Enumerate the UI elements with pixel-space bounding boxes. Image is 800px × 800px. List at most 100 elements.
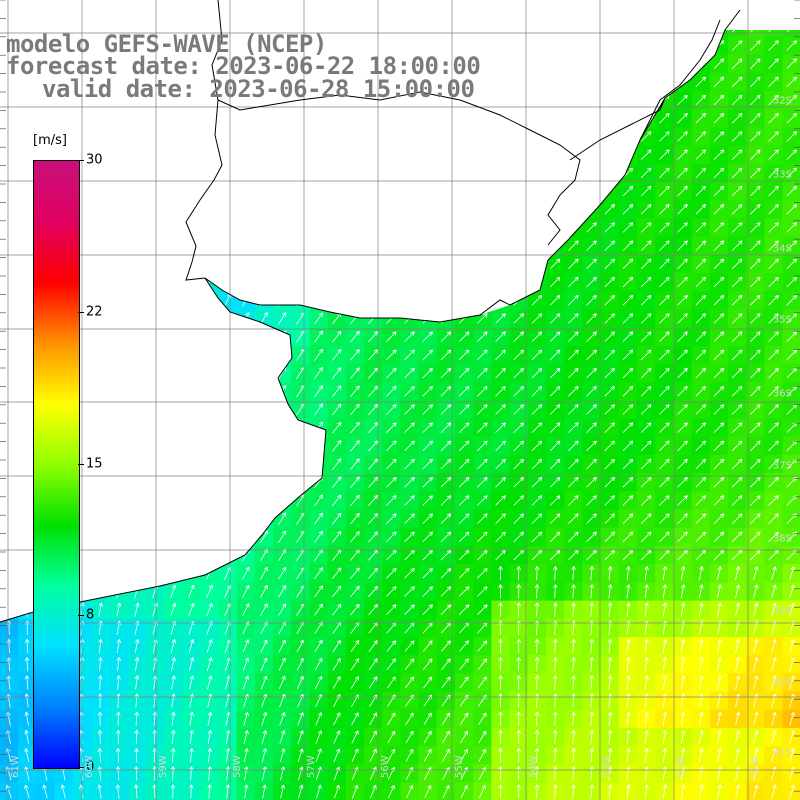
- wind-arrow: [695, 258, 706, 270]
- wind-arrow: [242, 220, 250, 234]
- wind-arrow: [314, 112, 323, 125]
- colorbar-tick-label: 30: [86, 152, 103, 168]
- wind-speed-cell: [673, 36, 693, 56]
- wind-speed-cell: [127, 400, 147, 420]
- wind-arrow: [495, 495, 506, 506]
- wind-arrow: [513, 331, 524, 342]
- wind-arrow: [98, 220, 104, 235]
- wind-speed-cell: [109, 491, 128, 511]
- wind-arrow: [458, 440, 470, 452]
- wind-arrow: [771, 711, 777, 726]
- wind-arrow: [242, 384, 250, 398]
- wind-arrow: [549, 477, 561, 488]
- wind-arrow: [350, 458, 360, 470]
- wind-arrow: [786, 276, 797, 288]
- wind-speed-cell: [600, 127, 620, 147]
- wind-arrow: [26, 2, 30, 16]
- wind-arrow: [278, 148, 287, 161]
- wind-speed-cell: [182, 345, 201, 365]
- wind-arrow: [97, 711, 103, 726]
- wind-arrow: [731, 131, 743, 142]
- wind-speed-cell: [91, 254, 110, 274]
- wind-arrow: [171, 3, 176, 16]
- wind-arrow: [368, 221, 379, 233]
- wind-arrow: [586, 113, 597, 124]
- wind-speed-cell: [163, 145, 183, 165]
- wind-speed-cell: [109, 364, 128, 383]
- wind-arrow: [640, 185, 652, 197]
- wind-arrow: [404, 367, 415, 379]
- wind-arrow: [25, 329, 30, 344]
- wind-arrow: [786, 258, 797, 270]
- wind-speed-cell: [109, 455, 128, 474]
- wind-arrow: [314, 494, 323, 507]
- wind-arrow: [278, 475, 287, 489]
- wind-arrow: [586, 76, 597, 88]
- wind-arrow: [717, 639, 722, 653]
- wind-speed-cell: [218, 382, 238, 401]
- wind-arrow: [677, 276, 688, 288]
- wind-arrow: [440, 149, 452, 160]
- wind-arrow: [549, 58, 561, 69]
- wind-arrow: [586, 440, 597, 452]
- wind-arrow: [786, 94, 797, 106]
- wind-speed-cell: [473, 109, 492, 128]
- wind-arrow: [789, 602, 795, 617]
- wind-arrow: [170, 530, 177, 544]
- wind-arrow: [495, 458, 506, 470]
- wind-arrow: [422, 586, 433, 597]
- wind-arrow: [695, 531, 706, 543]
- wind-arrow: [495, 404, 506, 415]
- wind-arrow: [531, 240, 543, 251]
- wind-arrow: [626, 784, 631, 799]
- wind-arrow: [458, 40, 470, 51]
- wind-speed-cell: [436, 218, 456, 238]
- wind-arrow: [260, 530, 268, 544]
- wind-arrow: [604, 349, 615, 361]
- wind-arrow: [368, 203, 379, 215]
- wind-speed-cell: [418, 236, 438, 256]
- wind-arrow: [404, 30, 415, 33]
- wind-speed-cell: [582, 0, 601, 19]
- wind-speed-cell: [309, 145, 329, 165]
- wind-arrow: [458, 204, 470, 215]
- wind-arrow: [350, 567, 360, 579]
- wind-speed-cell: [364, 236, 383, 256]
- wind-arrow: [98, 256, 104, 271]
- wind-arrow: [315, 730, 322, 744]
- wind-arrow: [422, 531, 433, 543]
- wind-arrow: [477, 404, 488, 415]
- wind-arrow: [98, 493, 104, 508]
- wind-arrow: [695, 331, 706, 342]
- wind-arrow: [350, 203, 360, 215]
- wind-speed-cell: [236, 491, 256, 511]
- wind-speed-cell: [236, 291, 256, 310]
- wind-arrow: [188, 420, 195, 435]
- wind-arrow: [695, 94, 706, 106]
- wind-arrow: [296, 184, 305, 198]
- wind-arrow: [80, 111, 85, 126]
- wind-arrow: [531, 331, 543, 342]
- wind-speed-cell: [200, 436, 219, 456]
- wind-arrow: [188, 511, 195, 526]
- wind-speed-cell: [382, 254, 401, 274]
- wind-arrow: [116, 184, 122, 198]
- wind-arrow: [531, 531, 543, 543]
- wind-speed-cell: [309, 163, 329, 183]
- wind-speed-cell: [145, 364, 165, 383]
- wind-speed-cell: [145, 509, 165, 529]
- wind-arrow: [771, 748, 777, 763]
- wind-arrow: [350, 185, 360, 197]
- wind-speed-cell: [163, 546, 183, 565]
- wind-speed-cell: [91, 436, 110, 456]
- wind-arrow: [188, 220, 195, 235]
- wind-arrow: [695, 404, 706, 415]
- wind-arrow: [477, 240, 488, 251]
- wind-speed-cell: [182, 546, 201, 565]
- wind-arrow: [116, 438, 122, 453]
- wind-speed-cell: [364, 254, 383, 274]
- wind-arrow: [80, 566, 85, 581]
- wind-arrow: [135, 2, 140, 16]
- wind-arrow: [477, 222, 488, 233]
- wind-speed-cell: [564, 127, 583, 147]
